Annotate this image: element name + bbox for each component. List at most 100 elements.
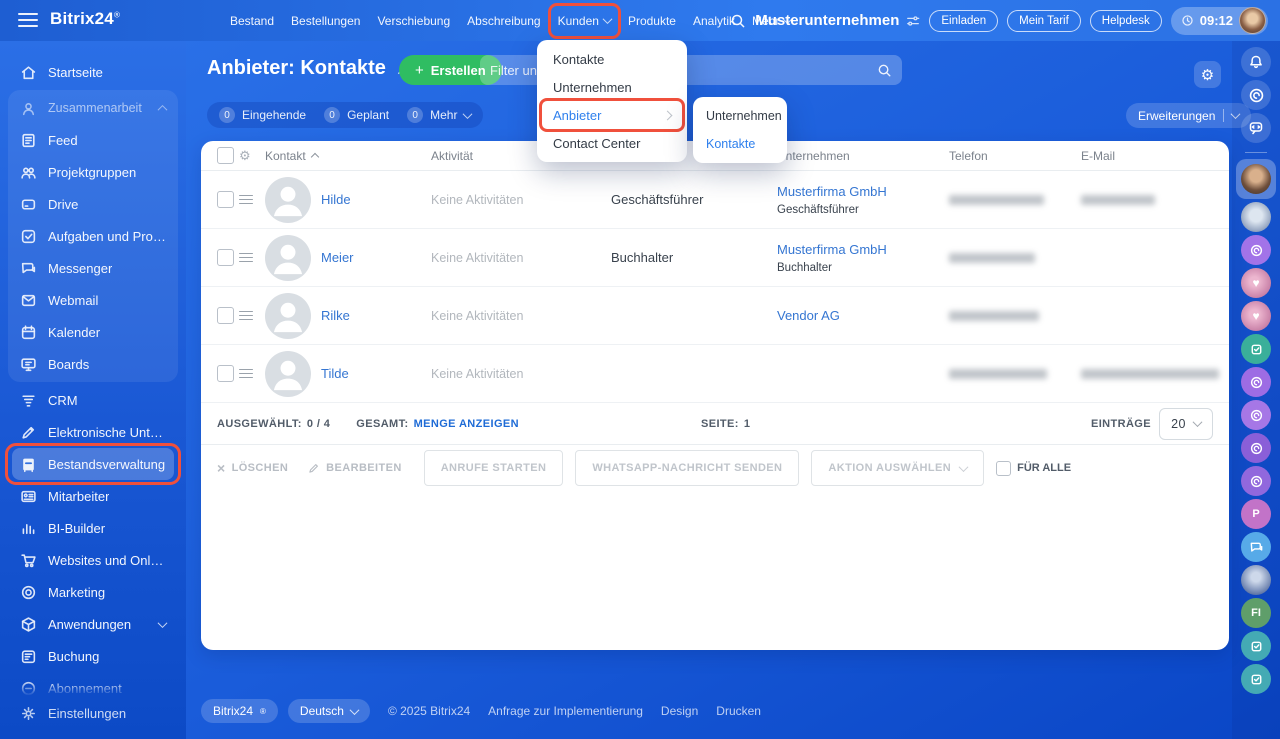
contact-name-link[interactable]: Rilke	[321, 308, 350, 323]
sidebar-item-marketing[interactable]: Marketing	[12, 576, 174, 608]
for-all-checkbox[interactable]: FÜR ALLE	[996, 460, 1071, 476]
invite-button[interactable]: Einladen	[929, 9, 999, 32]
sidebar-item-crm[interactable]: CRM	[12, 384, 174, 416]
sidebar-item-bi-builder[interactable]: BI-Builder	[12, 512, 174, 544]
row-checkbox[interactable]	[217, 249, 234, 266]
tasks-check-icon[interactable]	[1241, 664, 1271, 694]
copilot-avatar[interactable]	[1241, 400, 1271, 430]
counter-geplant[interactable]: 0 Geplant	[324, 107, 389, 123]
nav-mehr[interactable]: Mehr	[750, 10, 793, 32]
copilot-avatar[interactable]	[1241, 235, 1271, 265]
checkbox[interactable]	[996, 460, 1012, 476]
grid-settings-gear-icon[interactable]: ⚙	[239, 147, 251, 163]
menu-item-unternehmen[interactable]: Unternehmen	[553, 79, 632, 95]
helpdesk-button[interactable]: Helpdesk	[1089, 9, 1162, 32]
row-checkbox[interactable]	[217, 191, 234, 208]
sidebar-item-mitarbeiter[interactable]: Mitarbeiter	[12, 480, 174, 512]
submenu-item-unternehmen[interactable]: Unternehmen	[706, 109, 782, 123]
tariff-button[interactable]: Mein Tarif	[1007, 9, 1081, 32]
sidebar-item-projektgruppen[interactable]: Projektgruppen	[12, 156, 174, 188]
group-avatar[interactable]	[1241, 565, 1271, 595]
footer-brand[interactable]: Bitrix24 ®	[201, 699, 278, 723]
sidebar-item-einstellungen[interactable]: Einstellungen	[12, 697, 174, 729]
hamburger-menu-icon[interactable]	[18, 13, 38, 27]
app-logo[interactable]: Bitrix24®	[50, 9, 121, 28]
letter-avatar[interactable]: P	[1241, 499, 1271, 529]
sidebar-item-abonnement[interactable]: Abonnement	[12, 672, 174, 704]
time-tracker[interactable]: 09:12	[1170, 6, 1268, 35]
company-selector[interactable]: Musterunternehmen	[755, 12, 920, 29]
table-row[interactable]: Hilde Keine Aktivitäten Geschäftsführer …	[201, 171, 1229, 229]
copilot-avatar[interactable]	[1241, 367, 1271, 397]
table-row[interactable]: Rilke Keine Aktivitäten Vendor AG	[201, 287, 1229, 345]
notifications-bell-icon[interactable]	[1241, 47, 1271, 77]
sidebar-item-feed[interactable]: Feed	[12, 124, 174, 156]
select-all-checkbox[interactable]	[217, 147, 234, 164]
contact-name-link[interactable]: Hilde	[321, 192, 351, 207]
sidebar-item-websites[interactable]: Websites und Onlines...	[12, 544, 174, 576]
footer-link-drucken[interactable]: Drucken	[716, 704, 761, 718]
chat-avatar[interactable]	[1241, 532, 1271, 562]
menu-item-anbieter[interactable]: Anbieter	[537, 98, 687, 132]
user-avatar[interactable]	[1239, 7, 1266, 34]
page-settings-button[interactable]: ⚙	[1194, 61, 1221, 88]
copilot-spiral-icon[interactable]	[1241, 80, 1271, 110]
nav-kunden[interactable]: Kunden	[547, 2, 622, 39]
delete-button[interactable]: × LÖSCHEN	[217, 460, 289, 476]
profile-avatar[interactable]	[1236, 159, 1276, 199]
sidebar-item-buchung[interactable]: Buchung	[12, 640, 174, 672]
company-link[interactable]: Musterfirma GmbH	[777, 242, 887, 257]
create-button[interactable]: + Erstellen	[399, 55, 502, 85]
company-link[interactable]: Musterfirma GmbH	[777, 184, 887, 199]
company-link[interactable]: Vendor AG	[777, 307, 840, 323]
table-row[interactable]: Meier Keine Aktivitäten Buchhalter Muste…	[201, 229, 1229, 287]
sidebar-item-bestandsverwaltung[interactable]: Bestandsverwaltung	[5, 443, 181, 485]
drag-handle-icon[interactable]	[239, 368, 253, 379]
nav-abschreibung[interactable]: Abschreibung	[467, 13, 541, 28]
choose-action-select[interactable]: AKTION AUSWÄHLEN	[811, 450, 985, 486]
row-checkbox[interactable]	[217, 307, 234, 324]
chat-avatar-cat[interactable]	[1241, 202, 1271, 232]
extensions-button[interactable]: Erweiterungen	[1126, 103, 1252, 128]
language-selector[interactable]: Deutsch	[287, 699, 370, 723]
drag-handle-icon[interactable]	[239, 194, 253, 205]
nav-analytik[interactable]: Analytik	[692, 13, 735, 28]
sidebar-item-startseite[interactable]: Startseite	[12, 56, 174, 88]
drag-handle-icon[interactable]	[239, 252, 253, 263]
show-total-link[interactable]: MENGE ANZEIGEN	[413, 417, 519, 430]
row-checkbox[interactable]	[217, 365, 234, 382]
copilot-avatar[interactable]	[1241, 466, 1271, 496]
column-kontakt[interactable]: Kontakt	[265, 149, 431, 163]
footer-link-design[interactable]: Design	[660, 704, 699, 718]
entries-select[interactable]: 20	[1159, 407, 1213, 440]
nav-verschiebung[interactable]: Verschiebung	[377, 13, 451, 28]
footer-link-implementierung[interactable]: Anfrage zur Implementierung	[488, 704, 643, 718]
whatsapp-button[interactable]: WHATSAPP-NACHRICHT SENDEN	[575, 450, 800, 486]
menu-item-contact-center[interactable]: Contact Center	[553, 135, 641, 151]
sidebar-item-kalender[interactable]: Kalender	[12, 316, 174, 348]
table-row[interactable]: Tilde Keine Aktivitäten	[201, 345, 1229, 403]
sidebar-item-webmail[interactable]: Webmail	[12, 284, 174, 316]
sidebar-item-boards[interactable]: Boards	[12, 348, 174, 380]
nav-bestand[interactable]: Bestand	[230, 13, 275, 28]
chat-history-icon[interactable]	[1241, 113, 1271, 143]
support-heart-avatar[interactable]: ♥	[1241, 301, 1271, 331]
counter-mehr[interactable]: 0 Mehr	[407, 107, 473, 123]
column-aktivitaet[interactable]: Aktivität	[431, 148, 474, 163]
contact-name-link[interactable]: Tilde	[321, 366, 349, 381]
nav-bestellungen[interactable]: Bestellungen	[291, 13, 361, 28]
tasks-check-icon[interactable]	[1241, 631, 1271, 661]
drag-handle-icon[interactable]	[239, 310, 253, 321]
search-icon[interactable]	[730, 13, 746, 29]
sidebar-item-elektronische-unterschrift[interactable]: Elektronische Untersc...	[12, 416, 174, 448]
sidebar-item-aufgaben[interactable]: Aufgaben und Projek...	[12, 220, 174, 252]
search-icon[interactable]	[877, 63, 892, 78]
letter-avatar[interactable]: FI	[1241, 598, 1271, 628]
contact-name-link[interactable]: Meier	[321, 250, 354, 265]
column-telefon[interactable]: Telefon	[949, 148, 988, 163]
edit-button[interactable]: BEARBEITEN	[308, 462, 402, 474]
nav-produkte[interactable]: Produkte	[627, 13, 676, 28]
start-calls-button[interactable]: ANRUFE STARTEN	[423, 450, 564, 486]
column-email[interactable]: E-Mail	[1081, 148, 1116, 163]
column-unternehmen[interactable]: Unternehmen	[777, 148, 850, 163]
